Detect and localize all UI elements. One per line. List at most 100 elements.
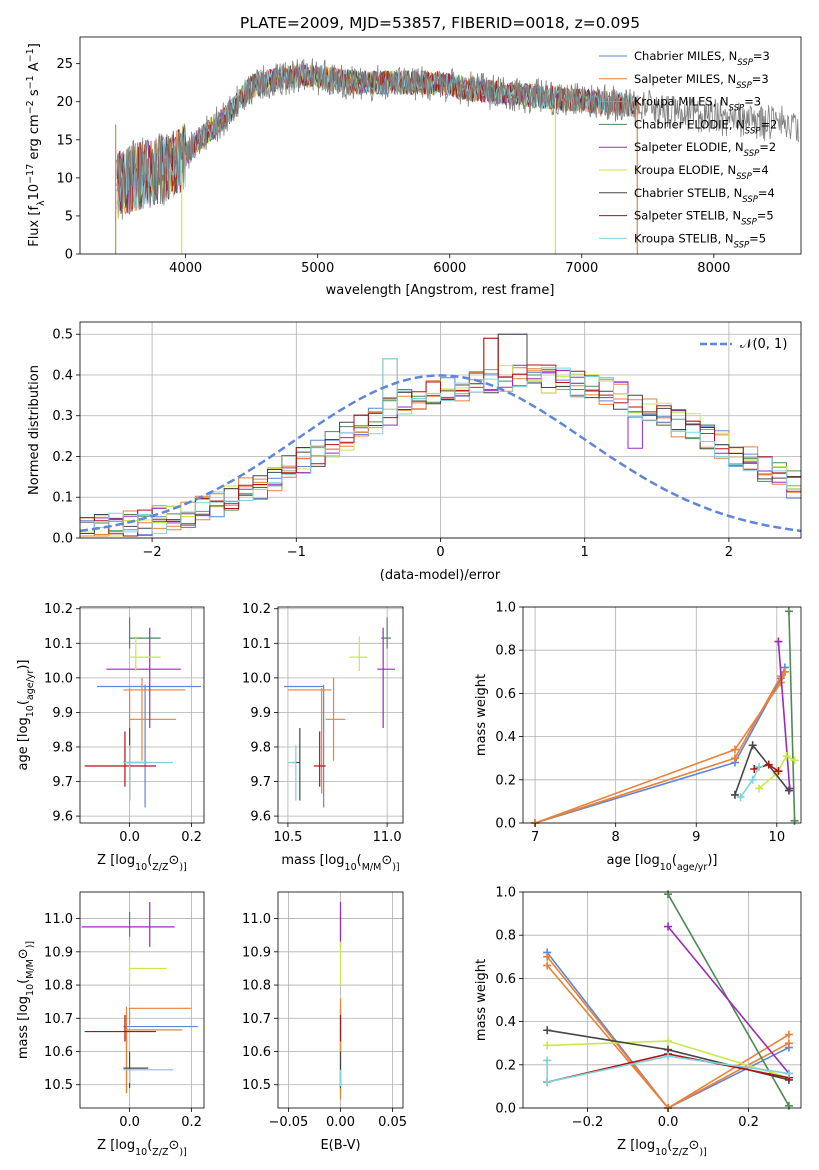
y-tick-label: 9.9 bbox=[52, 706, 73, 721]
legend-label: Chabrier MILES, NSSP=3 bbox=[634, 49, 770, 68]
weight-line bbox=[546, 1055, 790, 1084]
y-tick-label: 0.0 bbox=[495, 1102, 516, 1117]
y-tick-label: 9.7 bbox=[250, 775, 271, 790]
plot-area bbox=[283, 617, 396, 808]
x-axis-label-part: M/M bbox=[362, 862, 382, 873]
axes-frame bbox=[522, 891, 802, 1109]
legend-text: Kroupa STELIB, N bbox=[634, 231, 734, 245]
age_vs_mass-axes: 10.5 11.0 9.6 9.7 9.8 9.9 10.0 10.1 10.2 mass [lo… bbox=[242, 602, 404, 873]
y-axis-label-part: ⊙ bbox=[16, 948, 31, 959]
y-tick-label: 0.4 bbox=[495, 1015, 516, 1030]
x-axis-label-part: 10 bbox=[135, 1147, 147, 1158]
x-tick-label: 0.0 bbox=[119, 830, 140, 845]
y-tick-label: 0.5 bbox=[52, 328, 73, 343]
legend-text: Salpeter STELIB, N bbox=[634, 209, 741, 223]
x-axis-label-part: 10 bbox=[345, 862, 357, 873]
x-axis-label-part: )] bbox=[179, 862, 186, 873]
y-tick-label: 10.8 bbox=[44, 979, 73, 994]
y-axis-label: mass weight bbox=[474, 959, 489, 1041]
weight-point bbox=[543, 1056, 552, 1065]
y-axis-label-part: −17 bbox=[25, 164, 36, 184]
x-axis-label-part: age [log bbox=[606, 853, 659, 868]
legend-sub: SSP bbox=[729, 104, 745, 114]
weight-point bbox=[543, 1041, 552, 1050]
legend-text: Kroupa ELODIE, N bbox=[634, 163, 736, 177]
y-tick-label: 10.7 bbox=[44, 1012, 73, 1027]
x-axis-label-part: ( bbox=[147, 1138, 152, 1153]
y-tick-label: 11.0 bbox=[242, 912, 271, 927]
legend-sub: SSP bbox=[741, 218, 757, 228]
mass_vs_ebv-axes: −0.05 0.00 0.05 10.5 10.6 10.7 10.8 10.9 11.0 E(B… bbox=[242, 891, 407, 1153]
weight-point bbox=[748, 741, 757, 750]
legend-n: =3 bbox=[753, 49, 770, 63]
y-tick-label: 9.6 bbox=[52, 810, 73, 825]
age_vs_Z-axes: 0.0 0.29.69.79.89.910.010.110.2Z [log10(Z… bbox=[16, 602, 205, 873]
x-axis-label-part: 10 bbox=[660, 862, 672, 873]
weight-point bbox=[774, 767, 783, 776]
legend-sub: SSP bbox=[734, 240, 750, 250]
x-tick-label: −2 bbox=[143, 545, 162, 560]
weight-point bbox=[543, 1078, 552, 1087]
y-tick-label: 10.8 bbox=[242, 979, 271, 994]
legend-sub: SSP bbox=[736, 172, 752, 182]
weight-point bbox=[543, 952, 552, 961]
legend-n: =4 bbox=[758, 186, 775, 200]
y-tick-label: 10.9 bbox=[242, 945, 271, 960]
y-tick-label: 10.2 bbox=[242, 602, 271, 617]
x-axis-label-part: ( bbox=[672, 853, 677, 868]
weight-line bbox=[788, 611, 796, 821]
y-tick-label: 10.9 bbox=[44, 945, 73, 960]
y-axis-label-part: age/yr bbox=[25, 670, 36, 701]
legend-text: Chabrier STELIB, N bbox=[634, 186, 742, 200]
x-tick-label: −0.2 bbox=[572, 1115, 604, 1130]
y-axis-label-part: −1 bbox=[25, 48, 36, 62]
weight-point bbox=[730, 790, 739, 799]
x-tick-label: 11.0 bbox=[373, 830, 402, 845]
x-tick-label: 10.5 bbox=[273, 830, 302, 845]
weight-line bbox=[777, 641, 791, 789]
legend-label: Chabrier ELODIE, NSSP=2 bbox=[634, 117, 777, 136]
y-tick-label: 0.0 bbox=[495, 817, 516, 832]
legend-sub: SSP bbox=[737, 58, 753, 68]
y-axis-label-part: )] bbox=[25, 941, 36, 948]
y-axis-label-part: −1 bbox=[25, 75, 36, 89]
x-tick-label: 7000 bbox=[565, 261, 598, 276]
figure-title: PLATE=2009, MJD=53857, FIBERID=0018, z=0… bbox=[240, 14, 640, 32]
y-axis-label-part: 10 bbox=[25, 984, 36, 996]
legend-text: Chabrier ELODIE, N bbox=[634, 117, 745, 131]
y-tick-label: 9.8 bbox=[52, 740, 73, 755]
gaussian-curve bbox=[79, 374, 802, 533]
y-tick-label: 9.8 bbox=[250, 740, 271, 755]
y-tick-label: 10.1 bbox=[44, 637, 73, 652]
x-axis-label-part: Z/Z bbox=[152, 1147, 169, 1158]
weight-point bbox=[543, 1026, 552, 1035]
y-tick-label: 10.1 bbox=[242, 637, 271, 652]
y-tick-label: 20 bbox=[56, 95, 73, 110]
y-tick-label: 0.4 bbox=[52, 368, 73, 383]
legend-label: Kroupa ELODIE, NSSP=4 bbox=[634, 163, 769, 182]
y-axis-label-part: λ bbox=[36, 200, 47, 206]
y-axis-label-part: )] bbox=[16, 659, 31, 669]
y-tick-label: 10.7 bbox=[242, 1012, 271, 1027]
x-axis-label: Z [log10(Z/Z⊙)] bbox=[97, 853, 187, 873]
x-axis-label: Z [log10(Z/Z⊙)] bbox=[617, 1138, 707, 1158]
x-tick-label: 2 bbox=[725, 545, 733, 560]
x-axis-label: (data-model)/error bbox=[380, 568, 501, 583]
x-axis-label-part: 10 bbox=[135, 862, 147, 873]
y-tick-label: 1.0 bbox=[495, 886, 516, 901]
weight-point bbox=[790, 816, 799, 825]
weight-point bbox=[748, 775, 757, 784]
y-axis-label-part: 10 bbox=[27, 184, 42, 201]
x-axis-label-part: )] bbox=[707, 853, 717, 868]
axes-frame bbox=[79, 606, 205, 824]
x-axis-label-part: mass [log bbox=[281, 853, 344, 868]
y-tick-label: 25 bbox=[56, 57, 73, 72]
x-axis-label-part: )] bbox=[392, 862, 399, 873]
legend-sub: SSP bbox=[745, 126, 761, 136]
y-tick-label: 9.6 bbox=[250, 810, 271, 825]
y-axis-label-part: s bbox=[27, 89, 42, 100]
y-tick-label: 9.9 bbox=[250, 706, 271, 721]
y-tick-label: 10.0 bbox=[44, 671, 73, 686]
x-axis-label-part: Z [log bbox=[97, 853, 135, 868]
